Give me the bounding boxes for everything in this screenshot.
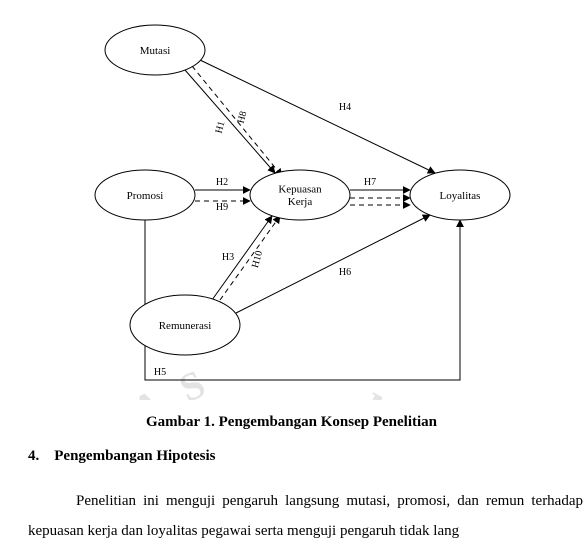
watermark-text-left: A S bbox=[125, 357, 219, 400]
edge-label-h8: H8 bbox=[236, 110, 250, 125]
node-label-loyalitas: Loyalitas bbox=[440, 190, 481, 202]
edge-h4 bbox=[200, 60, 435, 173]
edge-label-h10: H10 bbox=[250, 250, 265, 269]
edge-label-h9: H9 bbox=[216, 202, 228, 213]
edge-label-h4: H4 bbox=[339, 102, 351, 113]
edge-h6 bbox=[236, 215, 430, 313]
body-paragraph: Penelitian ini menguji pengaruh langsung… bbox=[28, 486, 583, 540]
paragraph-text: Penelitian ini menguji pengaruh langsung… bbox=[28, 493, 583, 539]
watermark-text-right: M U H bbox=[356, 383, 516, 400]
edge-h1 bbox=[185, 70, 275, 173]
edge-label-h3: H3 bbox=[222, 252, 234, 263]
node-label-kepuasan: Kerja bbox=[288, 196, 313, 208]
caption-text: Gambar 1. Pengembangan Konsep Penelitian bbox=[146, 414, 437, 430]
edge-label-h2: H2 bbox=[216, 177, 228, 188]
edge-label-h6: H6 bbox=[339, 267, 351, 278]
concept-diagram: A S M U H H1 H4 H2 H3 H6 H7 H8 H9 H10 H5 Mutasi Promo… bbox=[0, 0, 583, 400]
node-label-mutasi: Mutasi bbox=[140, 45, 171, 57]
edge-label-h1: H1 bbox=[214, 120, 228, 135]
heading-number: 4. bbox=[28, 448, 39, 464]
edge-label-h7: H7 bbox=[364, 177, 376, 188]
node-label-promosi: Promosi bbox=[127, 190, 164, 202]
node-label-kepuasan: Kepuasan bbox=[278, 184, 322, 196]
node-label-remunerasi: Remunerasi bbox=[159, 320, 212, 332]
section-heading: 4. Pengembangan Hipotesis bbox=[28, 448, 216, 465]
figure-caption: Gambar 1. Pengembangan Konsep Penelitian bbox=[0, 414, 583, 431]
heading-text: Pengembangan Hipotesis bbox=[54, 448, 215, 464]
edge-label-h5: H5 bbox=[154, 367, 166, 378]
